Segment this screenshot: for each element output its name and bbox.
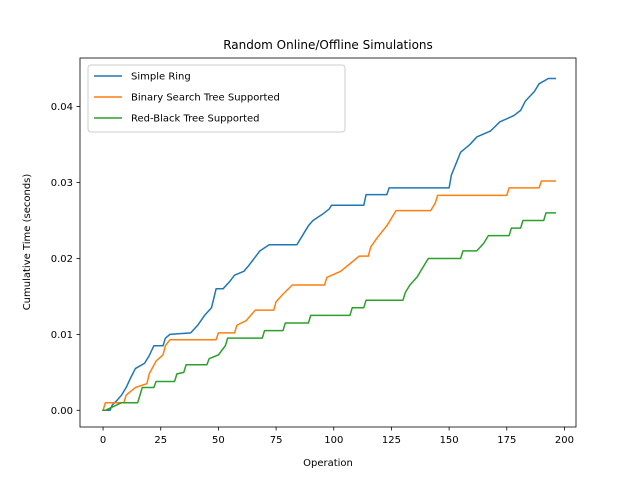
y-tick-label: 0.01	[51, 330, 73, 341]
series-line-3	[102, 212, 556, 412]
plot-frame	[79, 57, 577, 428]
chart-title: Random Online/Offline Simulations	[223, 38, 433, 52]
y-tick-label: 0.03	[51, 178, 73, 189]
y-tick-label: 0.02	[51, 254, 73, 265]
x-tick-label: 0	[100, 435, 106, 446]
legend: Simple Ring Binary Search Tree Supported R…	[87, 64, 346, 133]
plot-area	[79, 57, 577, 428]
series-layer	[102, 77, 556, 412]
x-tick-label: 200	[555, 435, 574, 446]
x-axis: 0 25 50 75 100 125 150 175 200	[100, 427, 574, 446]
series-line-2	[102, 180, 556, 412]
legend-label-1: Simple Ring	[131, 72, 191, 83]
legend-label-2: Binary Search Tree Supported	[131, 93, 280, 104]
y-axis-label: Cumulative Time (seconds)	[22, 174, 33, 311]
y-axis: 0.00 0.01 0.02 0.03 0.04	[51, 102, 80, 417]
x-tick-label: 25	[154, 435, 167, 446]
legend-label-3: Red-Black Tree Supported	[131, 114, 260, 125]
x-tick-label: 125	[382, 435, 401, 446]
series-line-1	[102, 77, 556, 412]
x-axis-label: Operation	[303, 458, 353, 469]
y-tick-label: 0.04	[51, 102, 73, 113]
legend-box	[87, 64, 346, 133]
x-tick-label: 150	[440, 435, 459, 446]
x-tick-label: 100	[324, 435, 343, 446]
x-tick-label: 75	[270, 435, 283, 446]
y-tick-label: 0.00	[51, 406, 73, 417]
x-tick-label: 175	[497, 435, 516, 446]
x-tick-label: 50	[212, 435, 225, 446]
